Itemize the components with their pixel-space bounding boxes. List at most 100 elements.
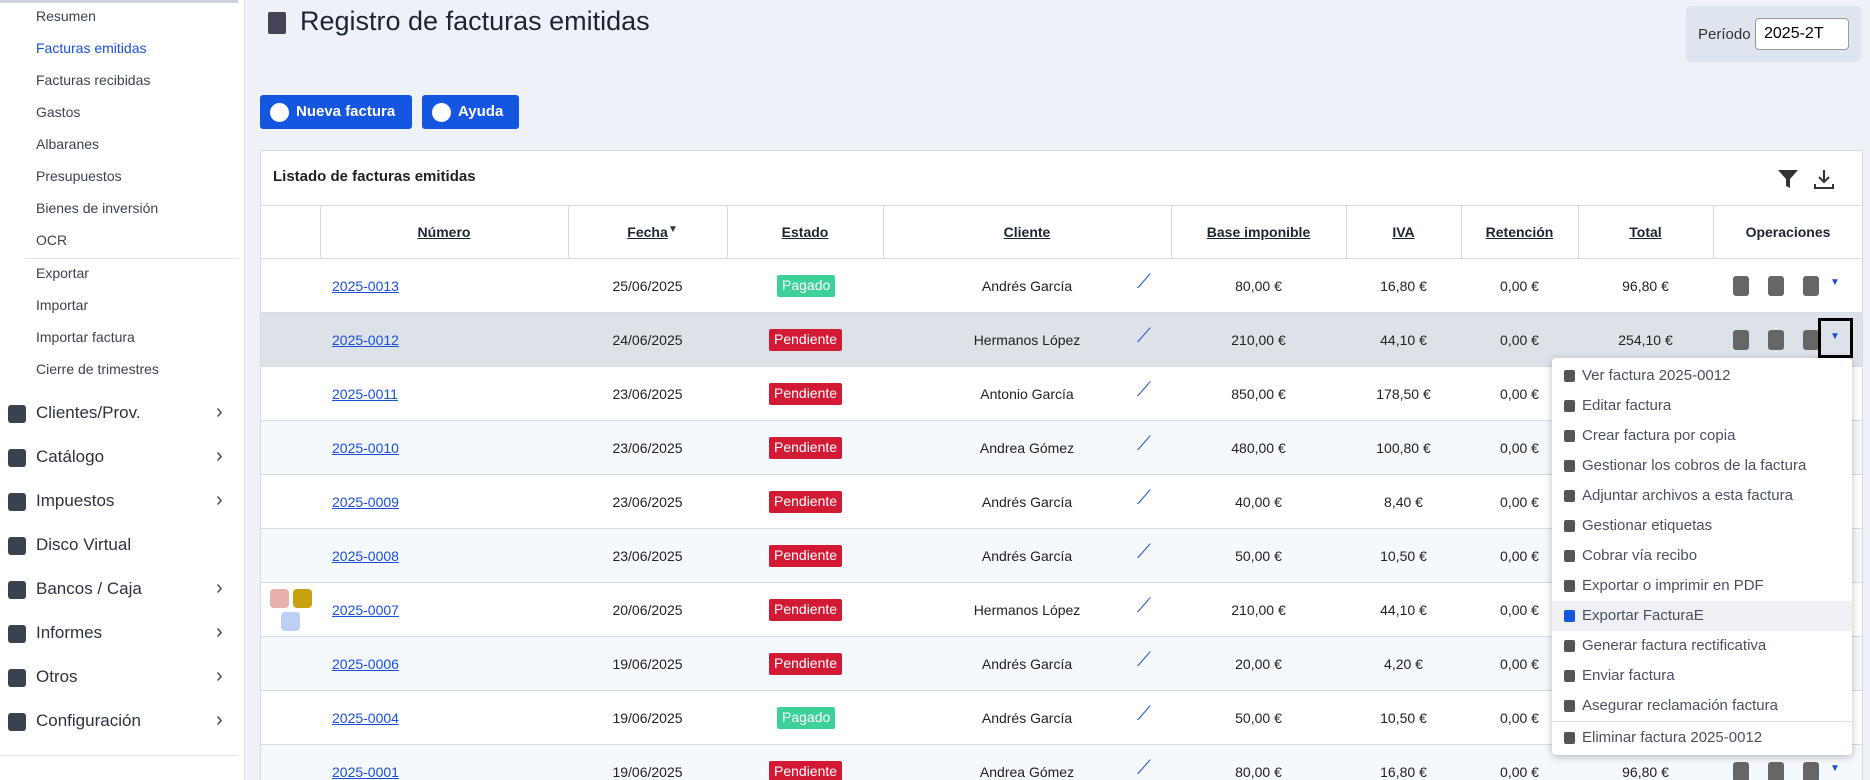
menu-item[interactable]: Editar factura: [1582, 397, 1672, 414]
nav-item[interactable]: Facturas emitidas: [36, 40, 147, 56]
invoice-link[interactable]: 2025-0008: [332, 548, 399, 564]
download-icon[interactable]: [1813, 168, 1835, 190]
cell-1: 19/06/2025: [612, 656, 683, 672]
cell-5: 16,80 €: [1380, 278, 1427, 294]
invoice-link[interactable]: 2025-0012: [332, 332, 399, 348]
menu-item[interactable]: Gestionar etiquetas: [1582, 517, 1713, 534]
nav-section[interactable]: Configuración: [36, 711, 141, 730]
nav-section[interactable]: Bancos / Caja: [36, 579, 142, 598]
cell-3: Hermanos López: [973, 332, 1081, 348]
op-icon[interactable]: [1733, 276, 1749, 296]
invoice-link[interactable]: 2025-0011: [332, 386, 398, 402]
nav-item[interactable]: Presupuestos: [36, 168, 122, 184]
op-toggle[interactable]: ▼: [1830, 277, 1840, 288]
op-icon[interactable]: [1803, 276, 1819, 296]
op-toggle[interactable]: ▼: [1830, 331, 1840, 342]
period-select[interactable]: 2025-2T: [1755, 18, 1849, 50]
nav-item[interactable]: OCR: [36, 232, 68, 248]
menu-icon: [1564, 670, 1575, 682]
cell-4: 80,00 €: [1235, 278, 1282, 294]
column-header[interactable]: Base imponible: [1206, 224, 1311, 240]
cell-5: 8,40 €: [1384, 494, 1423, 510]
cell-4: 80,00 €: [1235, 764, 1282, 780]
nav-item[interactable]: Bienes de inversión: [36, 200, 159, 216]
menu-item[interactable]: Crear factura por copia: [1582, 427, 1736, 444]
chevron: ›: [216, 665, 223, 687]
nav-item[interactable]: Importar: [36, 297, 89, 313]
nav-section[interactable]: Impuestos: [36, 491, 115, 510]
column-header[interactable]: Número: [417, 224, 471, 240]
divider: [1552, 721, 1852, 722]
nav-item[interactable]: Exportar: [36, 265, 89, 281]
invoice-link[interactable]: 2025-0010: [332, 440, 399, 456]
op-toggle[interactable]: ▼: [1830, 763, 1840, 774]
chevron: ›: [216, 621, 223, 643]
column-header[interactable]: Cliente: [1003, 224, 1051, 240]
cell-1: 20/06/2025: [612, 602, 683, 618]
menu-item[interactable]: Adjuntar archivos a esta factura: [1582, 487, 1793, 504]
chevron: ›: [216, 489, 223, 511]
invoice-link[interactable]: 2025-0001: [332, 764, 399, 780]
row: [261, 259, 1862, 313]
nav-item[interactable]: Gastos: [36, 104, 81, 120]
op-icon[interactable]: [1733, 762, 1749, 780]
column-header: Operaciones: [1745, 224, 1831, 240]
trend-icon: ⟋: [1137, 541, 1151, 563]
cell-1: 23/06/2025: [612, 494, 683, 510]
nav-section[interactable]: Disco Virtual: [36, 535, 132, 554]
cell-6: 0,00 €: [1500, 548, 1539, 564]
status-badge: Pendiente: [769, 437, 843, 459]
op-icon[interactable]: [1768, 330, 1784, 350]
section-icon: [8, 449, 26, 467]
nav-section[interactable]: Informes: [36, 623, 103, 642]
cell-4: 210,00 €: [1231, 332, 1286, 348]
cell-3: Andrés García: [981, 494, 1073, 510]
column-header[interactable]: Estado: [781, 224, 829, 240]
menu-item[interactable]: Exportar FacturaE: [1582, 607, 1704, 624]
toggle-focus: [1818, 318, 1853, 358]
op-icon[interactable]: [1768, 762, 1784, 780]
nav-item[interactable]: Cierre de trimestres: [36, 361, 159, 377]
op-icon[interactable]: [1733, 330, 1749, 350]
invoice-link[interactable]: 2025-0007: [332, 602, 399, 618]
invoice-link[interactable]: 2025-0004: [332, 710, 399, 726]
column-header[interactable]: Total: [1629, 224, 1662, 240]
nav-section[interactable]: Catálogo: [36, 447, 105, 466]
cell-4: 850,00 €: [1231, 386, 1286, 402]
op-icon[interactable]: [1803, 330, 1819, 350]
column-header[interactable]: IVA: [1392, 224, 1415, 240]
menu-item[interactable]: Asegurar reclamación factura: [1582, 697, 1778, 714]
trend-icon: ⟋: [1137, 325, 1151, 347]
menu-icon: [1564, 430, 1575, 442]
invoice-link[interactable]: 2025-0009: [332, 494, 399, 510]
menu-item[interactable]: Cobrar vía recibo: [1582, 547, 1698, 564]
column-header[interactable]: Retención: [1485, 224, 1554, 240]
column-header[interactable]: Fecha: [627, 224, 668, 240]
nav-item[interactable]: Importar factura: [36, 329, 135, 345]
menu-item[interactable]: Eliminar factura 2025-0012: [1582, 729, 1763, 746]
invoice-link[interactable]: 2025-0013: [332, 278, 399, 294]
cell-3: Andrés García: [981, 548, 1073, 564]
cell-6: 0,00 €: [1500, 332, 1539, 348]
nav-item[interactable]: Resumen: [36, 8, 96, 24]
cell-3: Hermanos López: [973, 602, 1081, 618]
nav-section[interactable]: Clientes/Prov.: [36, 403, 141, 422]
menu: [1552, 358, 1852, 755]
op-icon[interactable]: [1768, 276, 1784, 296]
cell-1: 24/06/2025: [612, 332, 683, 348]
nav-item[interactable]: Albaranes: [36, 136, 100, 152]
invoice-link[interactable]: 2025-0006: [332, 656, 399, 672]
menu-item[interactable]: Generar factura rectificativa: [1582, 637, 1767, 654]
menu-item[interactable]: Enviar factura: [1582, 667, 1675, 684]
op-icon[interactable]: [1803, 762, 1819, 780]
menu-item[interactable]: Ver factura 2025-0012: [1582, 367, 1731, 384]
button[interactable]: Nueva factura: [260, 95, 412, 129]
trend-icon: ⟋: [1137, 379, 1151, 401]
menu-item[interactable]: Gestionar los cobros de la factura: [1582, 457, 1807, 474]
filter-icon[interactable]: [1777, 168, 1799, 190]
menu-item[interactable]: Exportar o imprimir en PDF: [1582, 577, 1764, 594]
nav-item[interactable]: Facturas recibidas: [36, 72, 151, 88]
nav-section[interactable]: Otros: [36, 667, 78, 686]
button-icon: [432, 103, 451, 122]
